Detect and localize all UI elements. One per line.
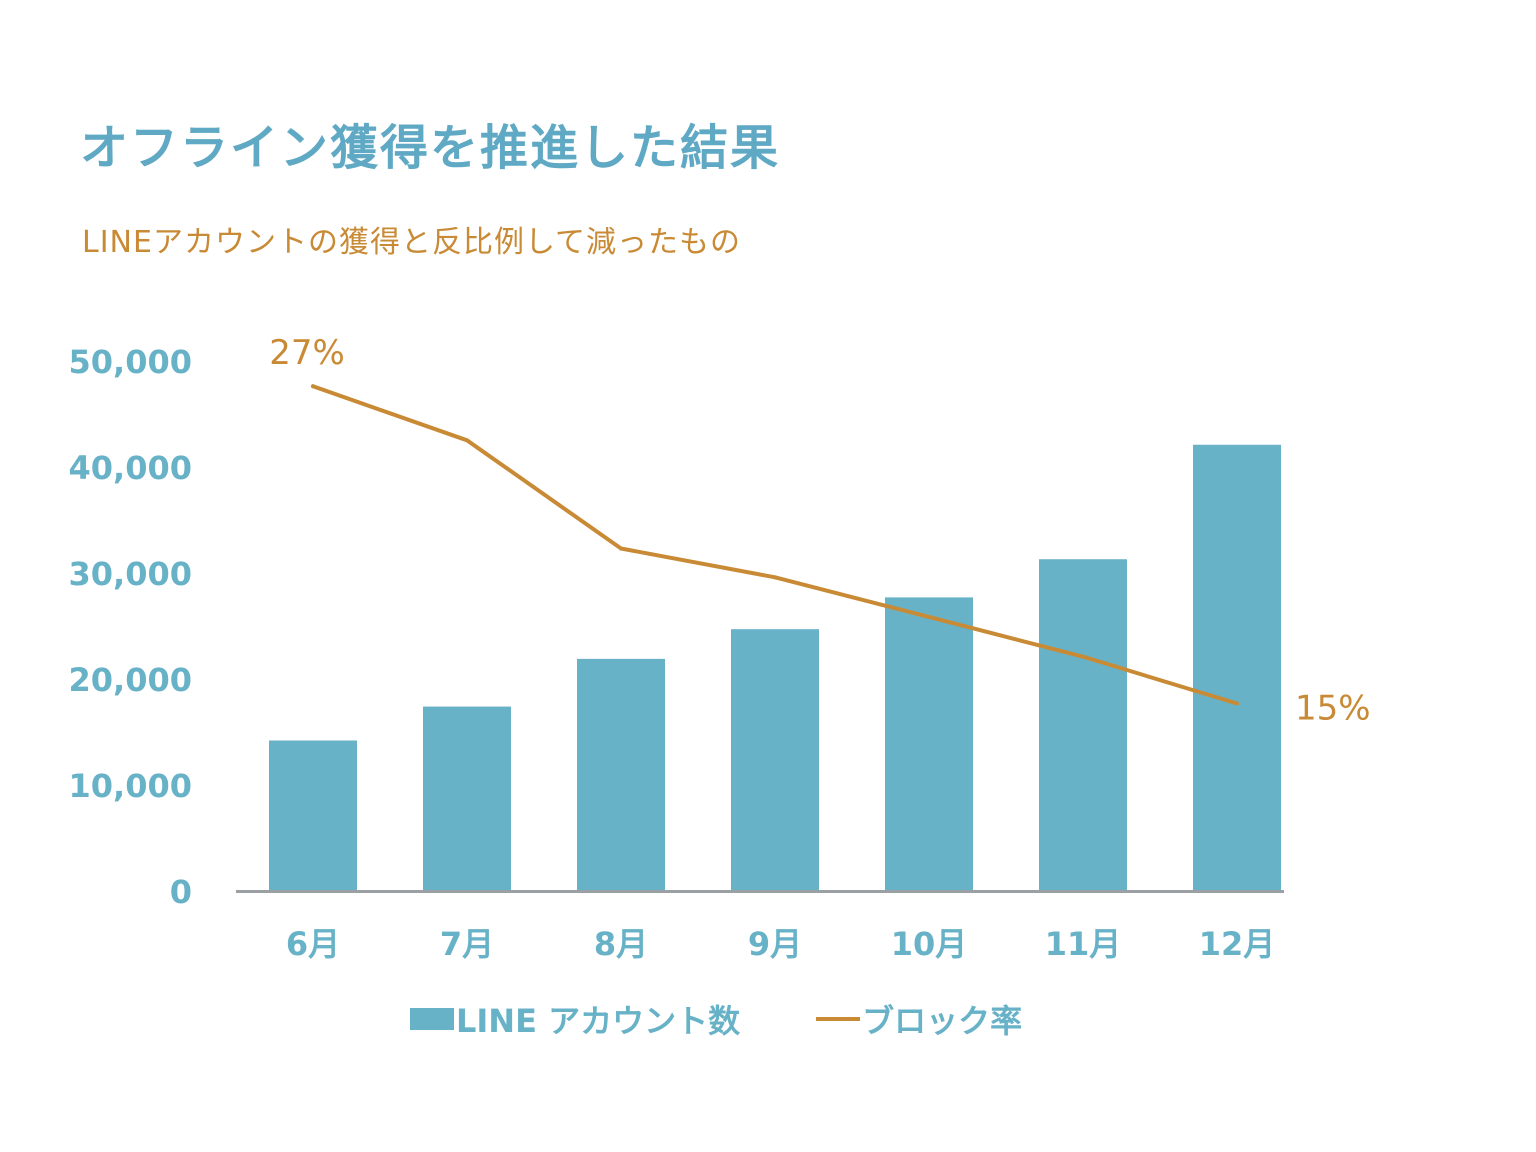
block-rate-point — [619, 546, 623, 551]
x-tick-label: 9月 — [748, 925, 802, 963]
bar-10月 — [885, 597, 973, 891]
block-rate-point — [927, 614, 931, 619]
legend: LINE アカウント数 ブロック率 — [410, 996, 1098, 1042]
bar-12月 — [1193, 444, 1281, 891]
legend-label-accounts: LINE アカウント数 — [456, 1002, 741, 1040]
data-label-block-rate: 27% — [269, 333, 345, 373]
bar-7月 — [423, 706, 511, 891]
block-rate-point — [1235, 701, 1239, 706]
legend-bar-swatch — [410, 1008, 454, 1030]
block-rate-point — [311, 384, 315, 389]
x-tick-label: 12月 — [1199, 925, 1276, 963]
legend-label-block-rate: ブロック率 — [862, 1002, 1023, 1040]
data-label-block-rate: 15% — [1295, 689, 1371, 729]
chart-title: オフライン獲得を推進した結果 — [80, 120, 781, 176]
y-tick-label: 10,000 — [69, 767, 192, 805]
bar-6月 — [269, 740, 357, 891]
block-rate-point — [1081, 654, 1085, 659]
x-tick-label: 11月 — [1045, 925, 1122, 963]
y-tick-label: 20,000 — [69, 661, 192, 699]
block-rate-point — [465, 438, 469, 443]
bar-11月 — [1039, 559, 1127, 891]
y-tick-label: 50,000 — [69, 343, 192, 381]
x-tick-label: 6月 — [286, 925, 340, 963]
y-tick-label: 40,000 — [69, 449, 192, 487]
x-tick-label: 10月 — [891, 925, 968, 963]
bar-9月 — [731, 629, 819, 891]
chart-subtitle: LINEアカウントの獲得と反比例して減ったもの — [82, 225, 742, 260]
x-tick-label: 7月 — [440, 925, 494, 963]
bar-8月 — [577, 658, 665, 891]
y-tick-label: 30,000 — [69, 555, 192, 593]
block-rate-point — [773, 575, 777, 580]
legend-item-block-rate: ブロック率 — [816, 996, 1022, 1042]
legend-line-swatch — [816, 1017, 861, 1021]
x-tick-label: 8月 — [594, 925, 648, 963]
y-tick-label: 0 — [170, 873, 192, 911]
legend-item-accounts: LINE アカウント数 — [410, 996, 740, 1042]
